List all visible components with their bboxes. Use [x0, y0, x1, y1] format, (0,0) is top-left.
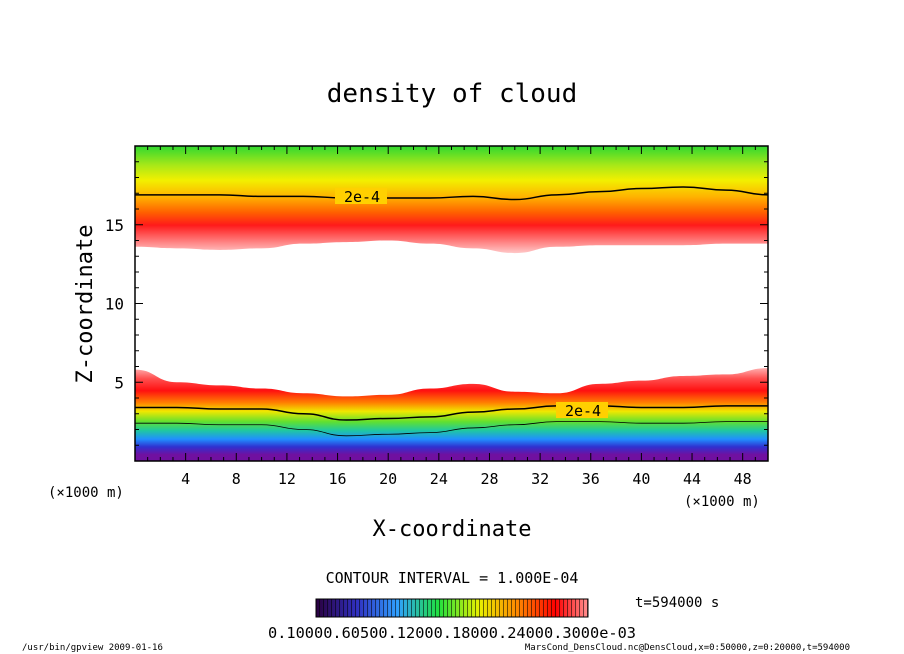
- x-tick-label: 20: [379, 470, 397, 488]
- plot-area: [135, 146, 768, 461]
- lower-contour-line-secondary: [135, 421, 768, 437]
- x-tick-label: 4: [181, 470, 190, 488]
- contour-interval-text: CONTOUR INTERVAL = 1.000E-04: [326, 569, 579, 587]
- y-tick-label: 10: [105, 295, 124, 314]
- colorbar-tick-lines: [316, 599, 588, 617]
- upper-contour-line: [135, 186, 768, 201]
- x-tick-label: 28: [480, 470, 498, 488]
- colorbar-frame: [315, 598, 589, 618]
- x-axis-label: X-coordinate: [373, 517, 532, 542]
- footer-left: /usr/bin/gpview 2009-01-16: [22, 643, 163, 653]
- x-tick-label: 40: [632, 470, 650, 488]
- z-unit-label: (×1000 m): [48, 485, 124, 501]
- contour-label-bg-lower: [556, 402, 608, 418]
- colorbar-labels: 0.10000.60500.12000.18000.24000.3000e-03: [268, 624, 636, 642]
- x-tick-label: 36: [582, 470, 600, 488]
- y-tick-labels: 5 10 15: [105, 216, 124, 393]
- colorbar: [315, 598, 589, 618]
- footer-right: MarsCond_DensCloud.nc@DensCloud,x=0:5000…: [525, 643, 850, 653]
- x-tick-label: 48: [734, 470, 752, 488]
- y-tick-label: 15: [105, 216, 124, 235]
- x-tick-label: 24: [430, 470, 448, 488]
- time-label: t=594000 s: [635, 595, 719, 611]
- contour-label-bg-upper: [335, 188, 387, 204]
- contour-label-upper: 2e-4: [344, 188, 380, 206]
- x-tick-labels: 4 8 12 16 20 24 28 32 36 40 44 48: [181, 470, 752, 488]
- x-tick-label: 16: [329, 470, 347, 488]
- x-unit-label: (×1000 m): [684, 494, 760, 510]
- lower-contour-line: [135, 405, 768, 421]
- upper-cloud-band: [135, 146, 768, 254]
- axis-ticks: [135, 146, 768, 461]
- x-tick-label: 8: [232, 470, 241, 488]
- x-tick-label: 32: [531, 470, 549, 488]
- contour-label-lower: 2e-4: [565, 402, 601, 420]
- chart-title: density of cloud: [327, 79, 577, 109]
- y-axis-label: Z-coordinate: [73, 225, 98, 384]
- y-tick-label: 5: [114, 373, 124, 392]
- x-tick-label: 44: [683, 470, 701, 488]
- x-tick-label: 12: [278, 470, 296, 488]
